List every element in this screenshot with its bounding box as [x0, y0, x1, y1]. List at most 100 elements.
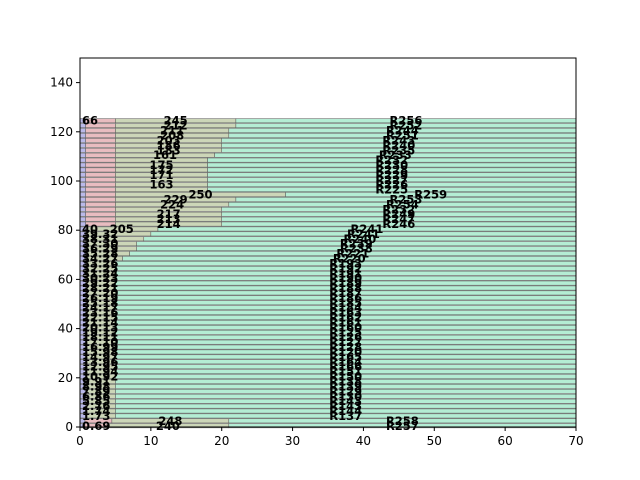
bar-label-9-0: 9.91 [82, 374, 110, 388]
bar-segment-52-1 [85, 167, 116, 173]
bar-label-34-2: R220 [333, 251, 366, 265]
bar-label-0-3: R257 [386, 419, 419, 433]
bar-label-28-0: 28.21 [82, 281, 118, 295]
bar-label-40-0: 40 [82, 222, 98, 236]
bar-label-2-2: R137 [329, 409, 362, 423]
bar-label-34-0: 34.27 [82, 251, 118, 265]
bar-segment-60-0 [79, 128, 86, 133]
bar-label-0-2: 240 [156, 419, 180, 433]
bar-label-21-2: R161 [329, 315, 362, 329]
bar-label-36-2: R238 [340, 242, 373, 256]
bar-label-37-0: 37.30 [82, 237, 118, 251]
y-tick-label-6: 120 [50, 125, 73, 139]
bar-label-59-3: R251 [386, 128, 419, 142]
bar-label-11-0: 11.94 [82, 365, 118, 379]
bar-label-7-2: R129 [329, 384, 362, 398]
bar-segment-59-0 [79, 133, 86, 138]
bar-segment-57-0 [79, 142, 86, 148]
bar-segment-45-1 [85, 202, 116, 207]
bar-label-7-0: 7.89 [82, 384, 110, 398]
y-tick-label-1: 20 [58, 371, 73, 385]
bar-label-3-0: 1.74 [82, 404, 110, 418]
bar-segment-51-0 [79, 172, 86, 178]
y-tick-label-7: 140 [50, 76, 73, 90]
bar-label-4-2: R143 [329, 399, 362, 413]
bar-label-56-3: R235 [382, 143, 415, 157]
x-axis: 0 10 20 30 40 50 60 70 [76, 427, 584, 448]
bar-segment-47-1 [85, 192, 116, 197]
bar-label-21-0: 21.14 [82, 315, 118, 329]
bar-label-52-3: R228 [375, 163, 408, 177]
bar-segment-55-0 [79, 152, 86, 158]
bar-segment-42-0 [79, 216, 86, 222]
bar-label-3-2: R144 [329, 404, 362, 418]
bar-segment-59-1 [85, 133, 116, 138]
axes-frame [79, 57, 577, 428]
bar-label-45-3: R254 [386, 197, 419, 211]
bar-label-26-0: 26.19 [82, 291, 118, 305]
bar-label-20-0: 20.13 [82, 320, 118, 334]
bar-label-51-3: R229 [375, 168, 408, 182]
bar-label-6-0: 6.86 [82, 389, 110, 403]
bar-label-46-2: 229 [164, 192, 188, 206]
bar-label-39-2: R241 [347, 227, 380, 241]
bar-segment-44-0 [79, 206, 86, 212]
bar-label-24-0: 24.17 [82, 301, 118, 315]
bar-label-24-2: R184 [329, 301, 362, 315]
bar-label-10-2: R150 [329, 370, 362, 384]
bar-segment-47-0 [79, 192, 86, 197]
bar-label-8-2: R139 [329, 379, 362, 393]
bar-label-37-2: R239 [340, 237, 373, 251]
bar-segment-44-1 [85, 206, 116, 212]
bar-label-29-0: 29.22 [82, 276, 118, 290]
x-tick-label-3: 30 [285, 434, 300, 448]
x-tick-label-0: 0 [76, 434, 84, 448]
y-tick-label-3: 60 [58, 272, 73, 286]
bar-label-17-2: R127 [329, 335, 362, 349]
bar-label-25-2: R185 [329, 296, 362, 310]
bar-segment-58-0 [79, 138, 86, 143]
bar-series [79, 118, 577, 429]
bar-label-15-0: 15.98 [82, 345, 118, 359]
bar-label-48-3: R225 [375, 183, 408, 197]
bar-label-43-2: 217 [157, 207, 181, 221]
bar-label-27-2: R187 [329, 286, 362, 300]
bar-segment-60-1 [85, 128, 116, 133]
bar-label-41-3: R246 [382, 217, 415, 231]
bar-label-19-0: 19.12 [82, 325, 118, 339]
y-tick-label-4: 80 [58, 223, 73, 237]
bar-label-22-0: 22.15 [82, 311, 118, 325]
bar-label-45-2: 224 [160, 197, 184, 211]
bar-label-32-0: 32.25 [82, 261, 118, 275]
bar-label-17-0: 17.10 [82, 335, 118, 349]
bar-label-56-2: 183 [157, 143, 181, 157]
bar-label-62-2: 245 [164, 114, 188, 128]
bar-label-32-2: R192 [329, 261, 362, 275]
bar-label-5-2: R143 [329, 394, 362, 408]
bar-label-54-3: R232 [375, 153, 408, 167]
bar-label-13-2: R164 [329, 355, 362, 369]
bar-label-62-0: 66 [82, 114, 98, 128]
bar-label-51-2: 171 [149, 168, 173, 182]
bar-label-22-2: R162 [329, 311, 362, 325]
bar-segment-50-0 [79, 177, 86, 183]
bar-label-60-2: 211 [160, 124, 184, 138]
bar-label-14-0: 14.97 [82, 350, 118, 364]
x-tick-label-7: 70 [568, 434, 583, 448]
x-tick-label-2: 20 [214, 434, 229, 448]
bar-label-60-3: R244 [386, 124, 419, 138]
bar-label-50-3: R227 [375, 173, 408, 187]
x-tick-label-4: 40 [356, 434, 371, 448]
bar-segment-43-1 [85, 211, 116, 217]
bar-label-23-0: 23.16 [82, 306, 118, 320]
bar-segment-53-1 [85, 162, 116, 168]
bar-segment-51-1 [85, 172, 116, 178]
bar-label-19-2: R125 [329, 325, 362, 339]
bar-label-47-2: 250 [188, 188, 212, 202]
bar-segment-52-0 [79, 167, 86, 173]
bar-label-2-0: 1.73 [82, 409, 110, 423]
bar-label-57-2: 186 [157, 138, 181, 152]
bar-segment-48-0 [79, 187, 86, 192]
bar-label-11-2: R151 [329, 365, 362, 379]
